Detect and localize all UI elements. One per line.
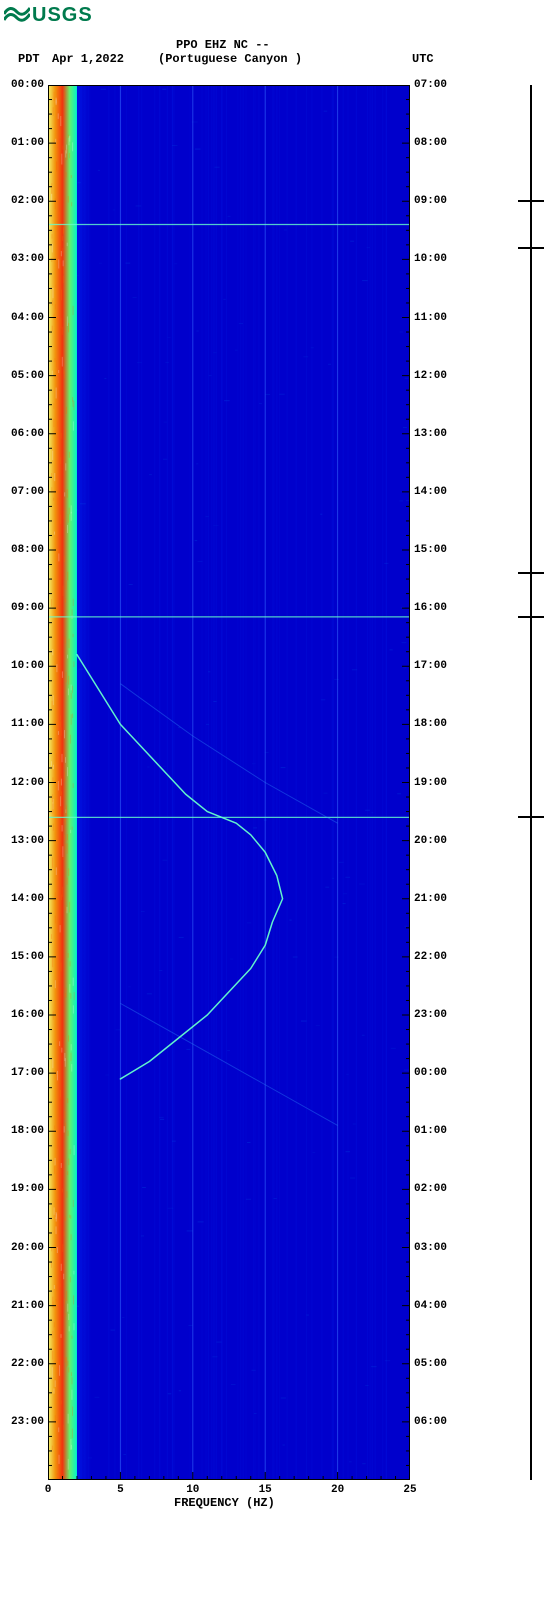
pdt-time-label: 01:00 (11, 137, 48, 149)
pdt-time-label: 05:00 (11, 370, 48, 382)
utc-time-label: 15:00 (410, 544, 447, 556)
side-strip-event-tick (518, 572, 544, 574)
utc-time-label: 12:00 (410, 370, 447, 382)
usgs-wave-icon (4, 6, 30, 26)
utc-time-label: 13:00 (410, 428, 447, 440)
x-tick-label: 25 (403, 1484, 416, 1496)
utc-time-label: 10:00 (410, 253, 447, 265)
side-strip-event-tick (518, 616, 544, 618)
x-tick-label: 5 (117, 1484, 124, 1496)
utc-time-label: 22:00 (410, 951, 447, 963)
utc-time-label: 20:00 (410, 835, 447, 847)
pdt-time-label: 17:00 (11, 1067, 48, 1079)
header-station-line2: (Portuguese Canyon ) (158, 52, 302, 66)
pdt-time-label: 06:00 (11, 428, 48, 440)
x-tick-label: 15 (259, 1484, 272, 1496)
x-tick-label: 0 (45, 1484, 52, 1496)
x-tick-label: 10 (186, 1484, 199, 1496)
pdt-time-label: 22:00 (11, 1358, 48, 1370)
pdt-time-label: 10:00 (11, 660, 48, 672)
utc-time-label: 07:00 (410, 79, 447, 91)
pdt-time-label: 04:00 (11, 312, 48, 324)
pdt-time-label: 21:00 (11, 1300, 48, 1312)
pdt-time-label: 07:00 (11, 486, 48, 498)
pdt-time-label: 02:00 (11, 195, 48, 207)
utc-time-label: 04:00 (410, 1300, 447, 1312)
pdt-time-label: 14:00 (11, 893, 48, 905)
header-right-tz: UTC (412, 52, 434, 66)
pdt-time-label: 23:00 (11, 1416, 48, 1428)
usgs-logo-text: USGS (32, 4, 93, 27)
utc-time-label: 05:00 (410, 1358, 447, 1370)
header-left-tz: PDT (18, 52, 40, 66)
side-strip-event-tick (518, 200, 544, 202)
pdt-time-label: 19:00 (11, 1183, 48, 1195)
utc-time-label: 00:00 (410, 1067, 447, 1079)
pdt-time-label: 11:00 (11, 718, 48, 730)
header-date: Apr 1,2022 (52, 52, 124, 66)
pdt-time-label: 20:00 (11, 1242, 48, 1254)
page-root: USGS PDT Apr 1,2022 PPO EHZ NC -- (Portu… (0, 0, 552, 1613)
utc-time-label: 09:00 (410, 195, 447, 207)
side-strip-event-tick (518, 247, 544, 249)
header-station-line1: PPO EHZ NC -- (176, 38, 270, 52)
spectrogram-container: 00:0001:0002:0003:0004:0005:0006:0007:00… (48, 85, 410, 1480)
pdt-time-label: 15:00 (11, 951, 48, 963)
utc-time-label: 17:00 (410, 660, 447, 672)
utc-time-label: 02:00 (410, 1183, 447, 1195)
utc-time-label: 11:00 (410, 312, 447, 324)
pdt-time-label: 08:00 (11, 544, 48, 556)
utc-time-label: 01:00 (410, 1125, 447, 1137)
utc-time-label: 06:00 (410, 1416, 447, 1428)
utc-time-label: 18:00 (410, 718, 447, 730)
side-strip-event-tick (518, 816, 544, 818)
side-event-strip (530, 85, 532, 1480)
pdt-time-label: 18:00 (11, 1125, 48, 1137)
pdt-time-label: 16:00 (11, 1009, 48, 1021)
x-axis-title: FREQUENCY (HZ) (174, 1496, 275, 1510)
utc-time-label: 21:00 (410, 893, 447, 905)
pdt-time-label: 09:00 (11, 602, 48, 614)
pdt-time-label: 12:00 (11, 777, 48, 789)
usgs-logo: USGS (4, 4, 93, 27)
x-tick-label: 20 (331, 1484, 344, 1496)
pdt-time-label: 13:00 (11, 835, 48, 847)
pdt-time-label: 00:00 (11, 79, 48, 91)
utc-time-label: 23:00 (410, 1009, 447, 1021)
utc-time-label: 14:00 (410, 486, 447, 498)
utc-time-label: 08:00 (410, 137, 447, 149)
pdt-time-label: 03:00 (11, 253, 48, 265)
utc-time-label: 19:00 (410, 777, 447, 789)
spectrogram (48, 85, 410, 1480)
utc-time-label: 16:00 (410, 602, 447, 614)
utc-time-label: 03:00 (410, 1242, 447, 1254)
